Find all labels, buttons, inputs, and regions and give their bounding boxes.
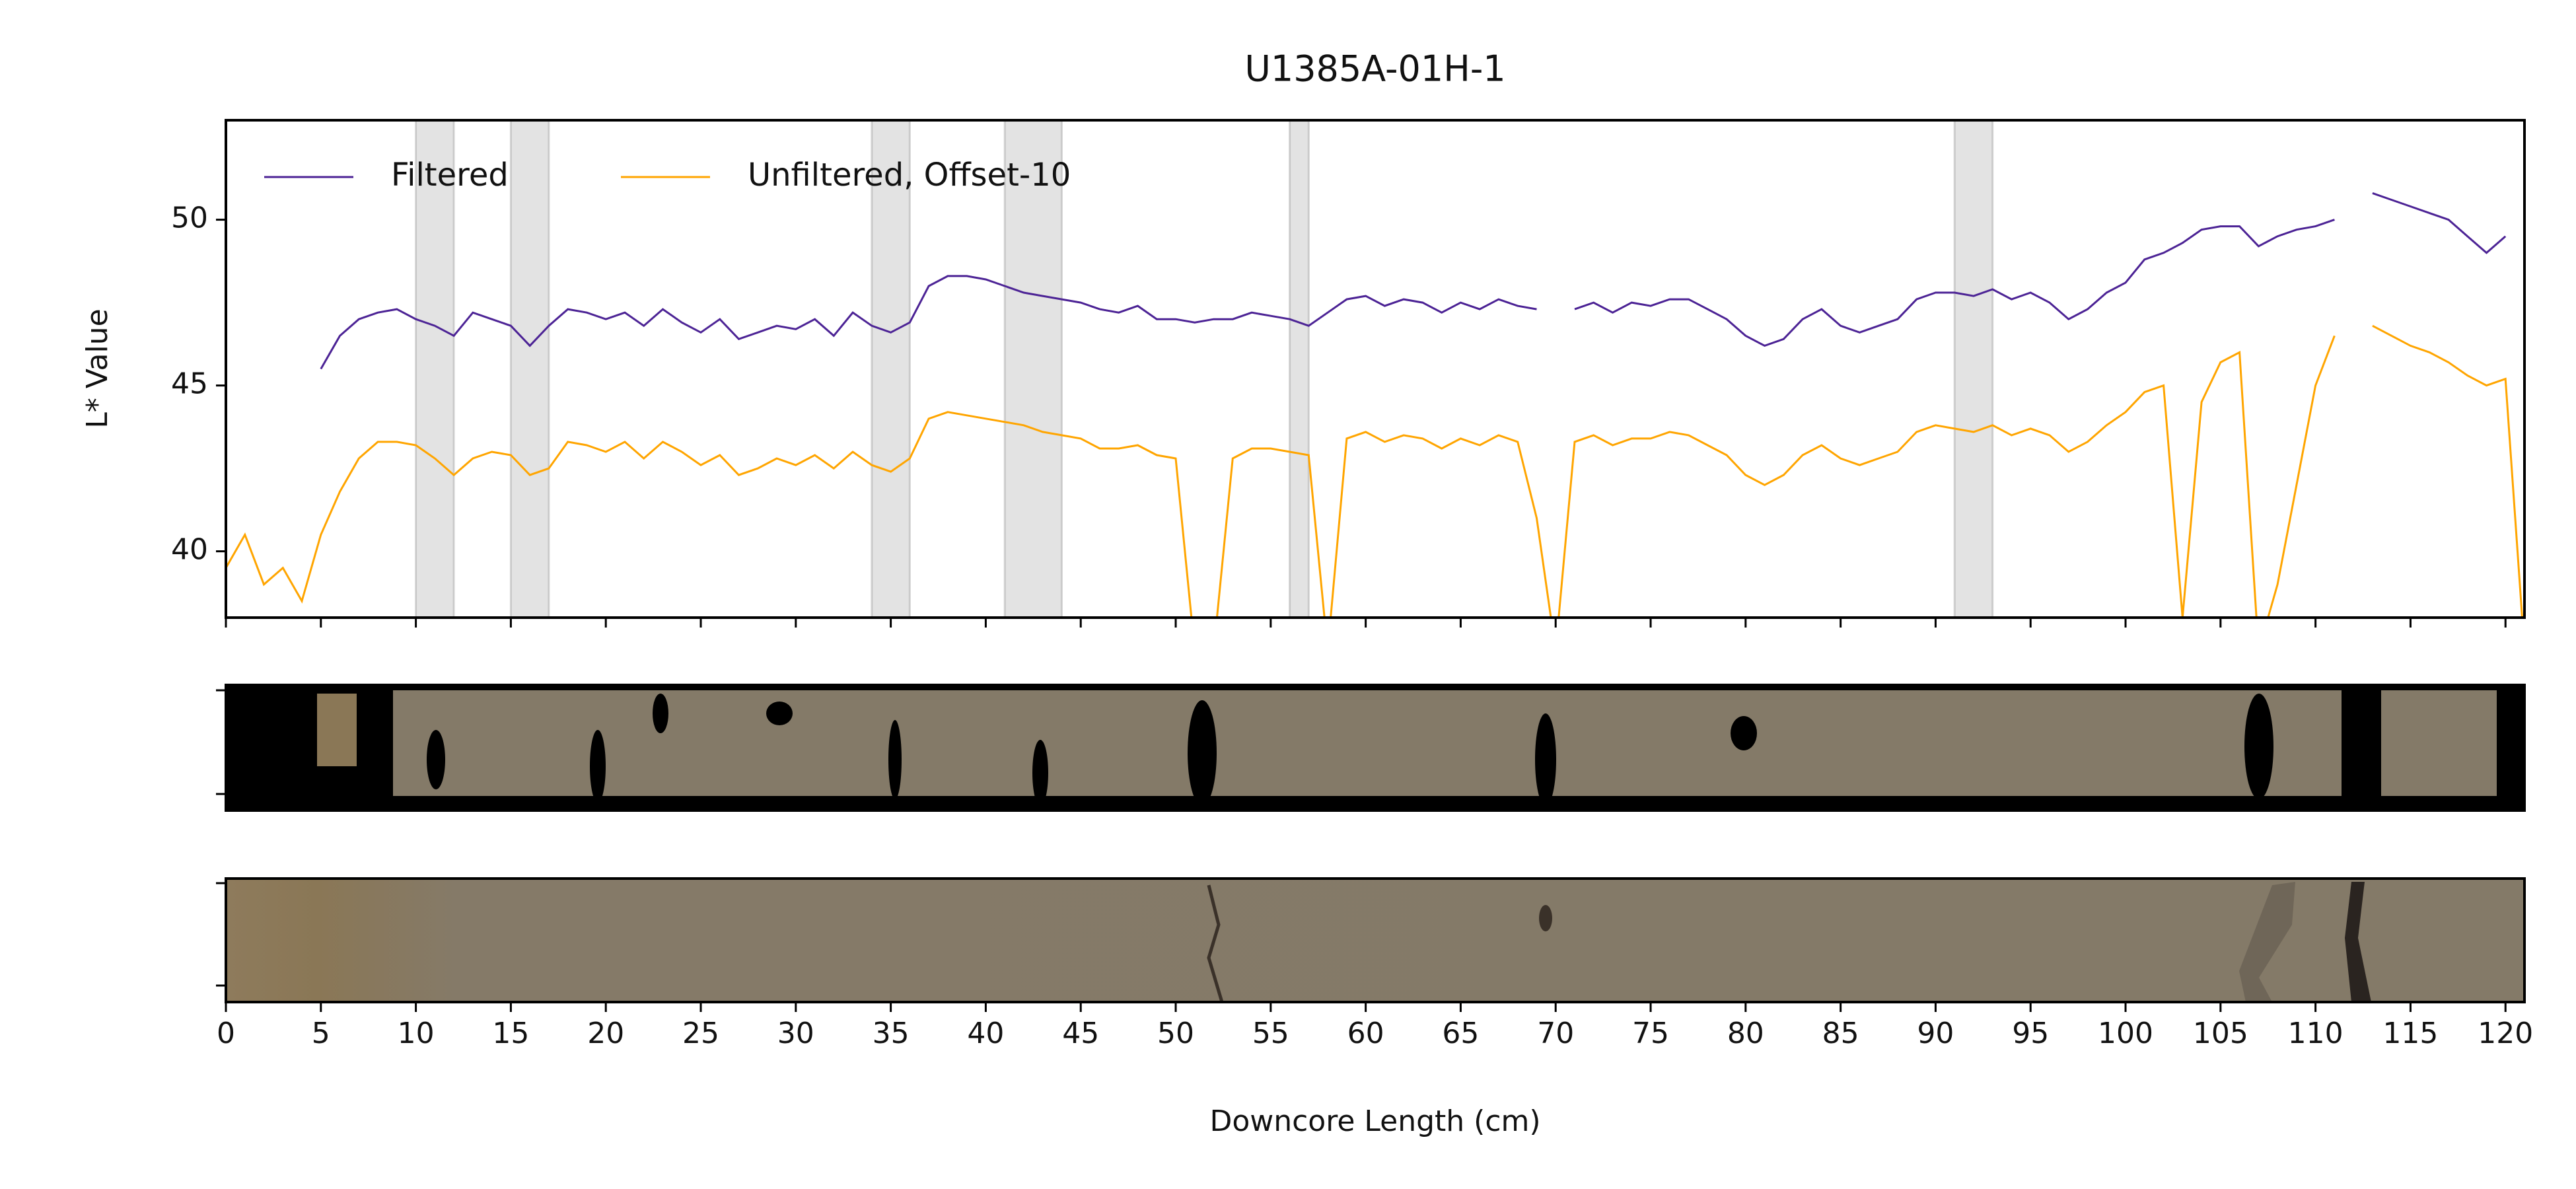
blotch: [1535, 713, 1556, 806]
x-tick-label: 75: [1632, 1017, 1669, 1050]
blotch: [2244, 694, 2273, 799]
x-tick-label: 45: [1062, 1017, 1099, 1050]
shaded-span: [1953, 119, 1994, 619]
x-tick-label: 110: [2288, 1017, 2343, 1050]
x-tick-label: 105: [2193, 1017, 2248, 1050]
blotch: [766, 702, 793, 725]
plot-frame: [225, 119, 2526, 619]
x-tick-label: 100: [2098, 1017, 2153, 1050]
shaded-span: [509, 119, 550, 619]
blotch: [1032, 740, 1048, 806]
y-axis-label: L* Value: [81, 308, 114, 428]
blotch: [888, 720, 902, 799]
x-tick-label: 65: [1442, 1017, 1479, 1050]
x-tick-label: 15: [492, 1017, 529, 1050]
y-tick-label: 45: [171, 367, 208, 401]
series-line: [320, 192, 2507, 370]
plot-area: [225, 119, 2526, 619]
x-tick-label: 120: [2478, 1017, 2533, 1050]
panel-frame: [225, 684, 2526, 812]
core-crack: [1207, 884, 1224, 1003]
x-tick-label: 20: [587, 1017, 624, 1050]
core-image: [317, 694, 357, 766]
shaded-span: [871, 119, 911, 619]
x-tick-label: 60: [1347, 1017, 1384, 1050]
x-tick-label: 35: [873, 1017, 910, 1050]
blotch: [427, 730, 445, 789]
core-crack: [2239, 882, 2295, 1002]
legend-label: Filtered: [391, 157, 509, 194]
panel-frame: [225, 877, 2526, 1003]
legend-label: Unfiltered, Offset-10: [748, 157, 1071, 194]
core-image: [226, 879, 2524, 1002]
blotch: [590, 730, 606, 803]
x-tick-label: 80: [1727, 1017, 1764, 1050]
series-line: [226, 324, 2523, 618]
blotch: [1188, 700, 1217, 806]
core-mask-panel: [216, 684, 2526, 812]
x-tick-label: 115: [2382, 1017, 2438, 1050]
blotch: [2497, 690, 2524, 796]
x-tick-label: 95: [2012, 1017, 2049, 1050]
x-tick-label: 70: [1537, 1017, 1574, 1050]
x-tick-label: 30: [777, 1017, 814, 1050]
core-crack: [2345, 882, 2371, 1002]
blotch: [2342, 690, 2381, 796]
x-tick-label: 90: [1917, 1017, 1954, 1050]
y-tick-label: 40: [171, 533, 208, 567]
core-photo-panel: [216, 689, 2526, 1003]
y-tick-label: 50: [171, 201, 208, 235]
chart-title: U1385A-01H-1: [1244, 48, 1505, 90]
shaded-span: [1003, 119, 1063, 619]
x-tick-label: 40: [967, 1017, 1004, 1050]
shaded-span: [415, 119, 455, 619]
core-image: [393, 690, 2503, 796]
x-tick-label: 10: [398, 1017, 435, 1050]
x-tick-label: 55: [1252, 1017, 1289, 1050]
blotch: [1731, 716, 1757, 750]
x-tick-label: 25: [682, 1017, 719, 1050]
core-spot: [1539, 905, 1552, 931]
x-tick-label: 0: [217, 1017, 235, 1050]
x-tick-label: 85: [1822, 1017, 1859, 1050]
blotch: [653, 694, 668, 733]
shaded-span: [1289, 119, 1310, 619]
x-tick-label: 5: [312, 1017, 330, 1050]
x-axis-label: Downcore Length (cm): [1209, 1104, 1540, 1138]
x-tick-label: 50: [1157, 1017, 1194, 1050]
